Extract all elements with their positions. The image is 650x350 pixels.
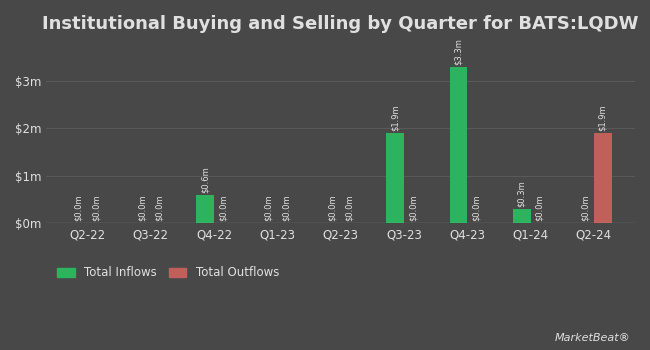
Text: $0.6m: $0.6m: [201, 166, 210, 193]
Legend: Total Inflows, Total Outflows: Total Inflows, Total Outflows: [52, 261, 284, 284]
Text: $0.0m: $0.0m: [264, 195, 273, 221]
Title: Institutional Buying and Selling by Quarter for BATS:LQDW: Institutional Buying and Selling by Quar…: [42, 15, 639, 33]
Text: $0.0m: $0.0m: [92, 195, 101, 221]
Text: $1.9m: $1.9m: [391, 105, 400, 131]
Bar: [196, 195, 214, 223]
Text: $1.9m: $1.9m: [598, 105, 607, 131]
Text: $0.0m: $0.0m: [155, 195, 164, 221]
Bar: [386, 133, 404, 223]
Bar: [450, 66, 467, 223]
Text: $0.0m: $0.0m: [408, 195, 417, 221]
Text: MarketBeat®: MarketBeat®: [554, 333, 630, 343]
Text: $3.3m: $3.3m: [454, 38, 463, 65]
Text: $0.0m: $0.0m: [218, 195, 227, 221]
Text: $0.3m: $0.3m: [517, 180, 526, 207]
Text: $0.0m: $0.0m: [74, 195, 83, 221]
Bar: [594, 133, 612, 223]
Text: $0.0m: $0.0m: [472, 195, 480, 221]
Text: $0.0m: $0.0m: [281, 195, 291, 221]
Bar: [513, 209, 530, 223]
Text: $0.0m: $0.0m: [328, 195, 336, 221]
Text: $0.0m: $0.0m: [535, 195, 544, 221]
Text: $0.0m: $0.0m: [137, 195, 146, 221]
Text: $0.0m: $0.0m: [345, 195, 354, 221]
Text: $0.0m: $0.0m: [580, 195, 590, 221]
